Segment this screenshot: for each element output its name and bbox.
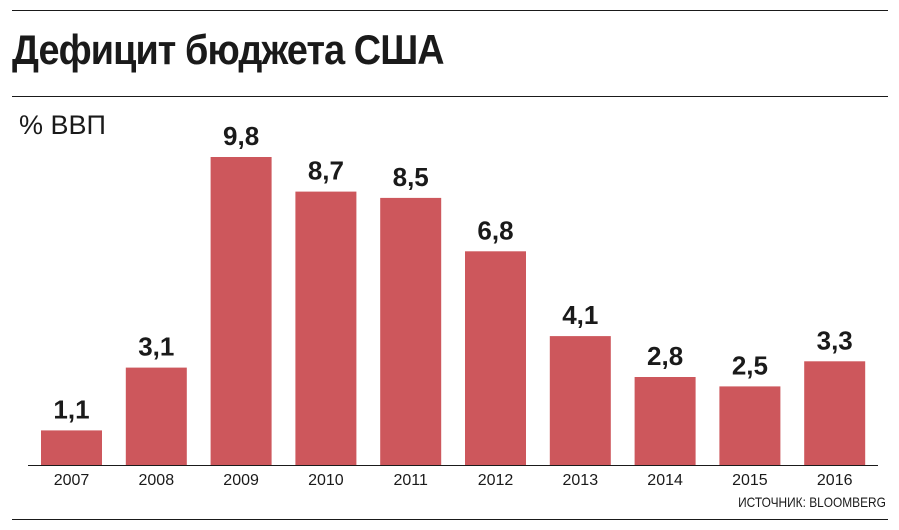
value-labels-group: 1,1 3,1 9,8 8,7 8,5 6,8 4,1 2,8 2,5 3,3: [53, 121, 852, 424]
bar-2016: [804, 361, 866, 465]
value-label-2015: 2,5: [732, 350, 768, 380]
tick-label-2013: 2013: [563, 472, 599, 489]
bar-2009: [210, 157, 272, 465]
bar-2007: [41, 430, 102, 465]
value-label-2007: 1,1: [53, 394, 89, 424]
value-label-2009: 9,8: [223, 121, 259, 151]
bar-2008: [125, 367, 187, 465]
tick-label-2009: 2009: [223, 472, 259, 489]
bar-2012: [465, 251, 526, 465]
title-divider: [12, 96, 888, 97]
value-label-2014: 2,8: [647, 341, 683, 371]
tick-label-2008: 2008: [139, 472, 175, 489]
tick-label-2010: 2010: [308, 472, 344, 489]
tick-label-2014: 2014: [647, 472, 683, 489]
tick-label-2016: 2016: [817, 472, 853, 489]
value-label-2010: 8,7: [308, 156, 344, 186]
tick-label-2015: 2015: [732, 472, 768, 489]
tick-label-2007: 2007: [54, 472, 90, 489]
bar-2015: [719, 386, 781, 465]
bar-2013: [549, 336, 611, 465]
tick-label-2012: 2012: [478, 472, 514, 489]
value-label-2012: 6,8: [477, 215, 513, 245]
bar-2011: [380, 197, 442, 465]
chart-title: Дефицит бюджета США: [12, 26, 445, 73]
x-axis-tick-labels: 2007 2008 2009 2010 2011 2012 2013 2014 2015 2016: [54, 472, 853, 489]
bars-group: [41, 157, 866, 465]
tick-label-2011: 2011: [393, 472, 428, 489]
bar-2010: [295, 191, 357, 465]
y-axis-unit-label: % ВВП: [19, 110, 106, 140]
source-note: ИСТОЧНИК: BLOOMBERG: [738, 494, 886, 510]
value-label-2011: 8,5: [393, 162, 429, 192]
value-label-2013: 4,1: [562, 300, 598, 330]
bottom-rule: [12, 519, 888, 520]
bar-2014: [634, 377, 696, 465]
top-rule: [12, 10, 888, 11]
value-label-2016: 3,3: [817, 325, 853, 355]
value-label-2008: 3,1: [138, 332, 174, 362]
